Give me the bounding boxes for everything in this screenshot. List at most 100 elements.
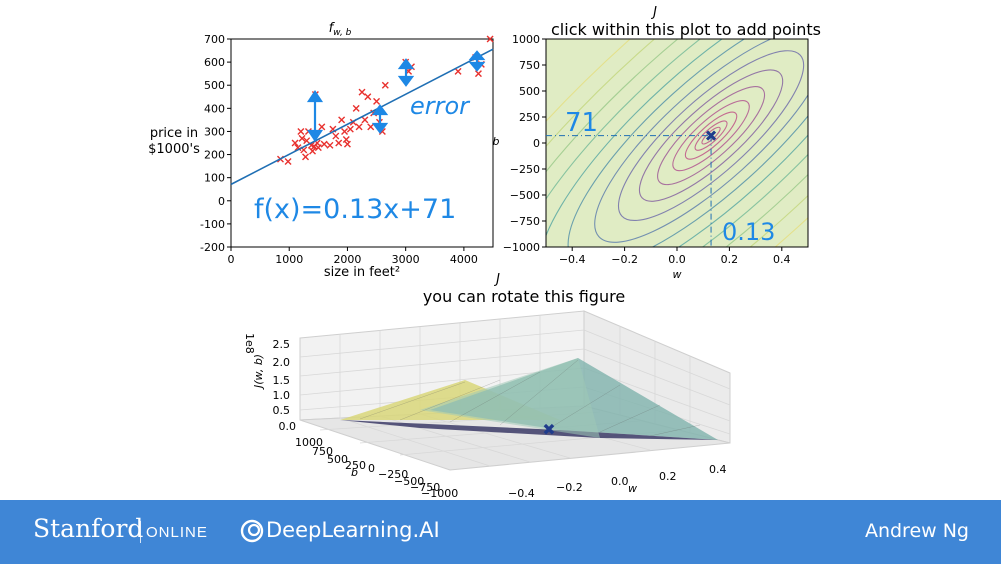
data-point-31 [361, 116, 369, 124]
b-tick-label-2: −500 [510, 189, 540, 202]
data-point-5 [298, 134, 306, 142]
stanford-logo: Stanford [33, 514, 144, 543]
svg-text:250: 250 [345, 459, 366, 472]
surface-plot-title-j: J [493, 272, 500, 287]
data-point-22 [338, 116, 346, 124]
y-tick-label-5: 300 [204, 125, 225, 138]
data-point-32 [364, 93, 372, 101]
w-tick-label-0: −0.4 [559, 253, 586, 266]
contour-x-label: w [673, 268, 682, 281]
data-point-29 [355, 123, 363, 131]
y-tick-label-2: 0 [218, 195, 225, 208]
b-tick-label-7: 750 [519, 59, 540, 72]
w-tick-label-2: 0.0 [668, 253, 686, 266]
svg-text:2.5: 2.5 [273, 338, 291, 351]
data-point-20 [332, 132, 340, 140]
data-point-26 [346, 125, 354, 133]
data-point-28 [352, 104, 360, 112]
svg-text:−1000: −1000 [421, 487, 458, 500]
contour-line-9 [546, 39, 808, 247]
contour-line-4 [657, 86, 766, 186]
b-tick-label-4: 0 [533, 137, 540, 150]
data-point-46 [486, 35, 494, 43]
svg-text:500: 500 [327, 453, 348, 466]
data-point-21 [335, 139, 343, 147]
data-point-18 [326, 141, 334, 149]
y-tick-label-8: 600 [204, 56, 225, 69]
y-tick-label-7: 500 [204, 79, 225, 92]
surface-w-label: w [628, 482, 637, 495]
b-tick-label-1: −750 [510, 215, 540, 228]
data-point-42 [454, 67, 462, 75]
y-tick-label-3: 100 [204, 172, 225, 185]
contour-line-10 [546, 39, 808, 247]
svg-text:1.5: 1.5 [273, 374, 291, 387]
scatter-y-label-line2: $1000's [148, 142, 200, 157]
contour-line-3 [672, 100, 750, 172]
data-point-33 [367, 123, 375, 131]
svg-text:−500: −500 [394, 475, 424, 488]
data-point-11 [309, 147, 317, 155]
surface-plot-title: you can rotate this figure [423, 287, 625, 306]
surface-b-ticks: 1000 750 500 250 0 −250 −500 −750 −1000 [295, 436, 458, 500]
x-tick-label-0: 0 [228, 253, 235, 266]
surface-mesh [359, 359, 701, 437]
svg-text:−0.4: −0.4 [508, 487, 535, 500]
contour-plot-title: click within this plot to add points [551, 20, 821, 39]
y-tick-label-1: -100 [200, 218, 225, 231]
x-tick-label-2: 2000 [333, 253, 361, 266]
footer-bar: Stanford ONLINE DeepLearning.AI Andrew N… [0, 500, 1001, 564]
svg-text:750: 750 [312, 445, 333, 458]
contour-line-12 [546, 39, 808, 247]
y-tick-label-6: 400 [204, 102, 225, 115]
scatter-plot: fw, b 0 1000 2000 3000 4000 -200 -100 0 100 200 30… [148, 21, 494, 280]
surface-z-ticks: 2.5 2.0 1.5 1.0 0.5 0.0 [273, 338, 297, 433]
surface-plot[interactable]: J you can rotate this figure [243, 272, 731, 500]
contour-line-7 [594, 39, 808, 243]
w-tick-label-3: 0.2 [721, 253, 739, 266]
error-arrows [306, 50, 486, 142]
surface-valley [340, 420, 718, 440]
deeplearning-logo-text: DeepLearning.AI [266, 518, 440, 542]
contour-line-11 [546, 39, 808, 247]
svg-text:0: 0 [368, 462, 375, 475]
contour-line-8 [567, 39, 808, 247]
surface-z-label: J(w, b) [252, 354, 265, 390]
svg-text:0.5: 0.5 [273, 404, 291, 417]
svg-text:1.0: 1.0 [273, 389, 291, 402]
contour-plot-title-j: J [650, 5, 657, 20]
b-tick-label-3: −250 [510, 163, 540, 176]
surface-mid-face [420, 358, 600, 438]
data-point-7 [302, 153, 310, 161]
scatter-plot-title: fw, b [329, 21, 352, 38]
svg-text:0.0: 0.0 [279, 420, 297, 433]
data-point-44 [474, 70, 482, 78]
surface-minimum-marker: ✖ [542, 420, 555, 439]
scatter-y-label-line1: price in [150, 126, 198, 141]
contour-y-label: b [493, 135, 500, 148]
scatter-plot-frame [230, 38, 494, 248]
svg-text:2.0: 2.0 [273, 356, 291, 369]
w-tick-label-1: −0.2 [611, 253, 638, 266]
scatter-x-label: size in feet² [324, 265, 400, 280]
surface-w-ticks: −0.4 −0.2 0.0 0.2 0.4 [508, 463, 727, 500]
data-point-25 [343, 140, 351, 148]
b-tick-label-6: 500 [519, 85, 540, 98]
data-point-2 [291, 139, 299, 147]
w-value-annotation: 0.13 [722, 218, 775, 246]
contour-line-1 [694, 120, 728, 151]
svg-text:−250: −250 [378, 468, 408, 481]
svg-text:0.4: 0.4 [709, 463, 727, 476]
b-tick-label-5: 250 [519, 111, 540, 124]
online-logo-text: ONLINE [146, 524, 208, 541]
svg-text:0.2: 0.2 [659, 470, 677, 483]
data-point-4 [297, 127, 305, 135]
x-tick-label-1: 1000 [275, 253, 303, 266]
y-tick-label-9: 700 [204, 33, 225, 46]
svg-text:−750: −750 [410, 481, 440, 494]
figure-canvas[interactable]: fw, b 0 1000 2000 3000 4000-200-100010020030… [0, 0, 1001, 500]
contour-line-13 [546, 39, 808, 247]
contour-line-6 [617, 50, 805, 222]
w-tick-label-4: 0.4 [773, 253, 791, 266]
svg-text:1000: 1000 [295, 436, 323, 449]
